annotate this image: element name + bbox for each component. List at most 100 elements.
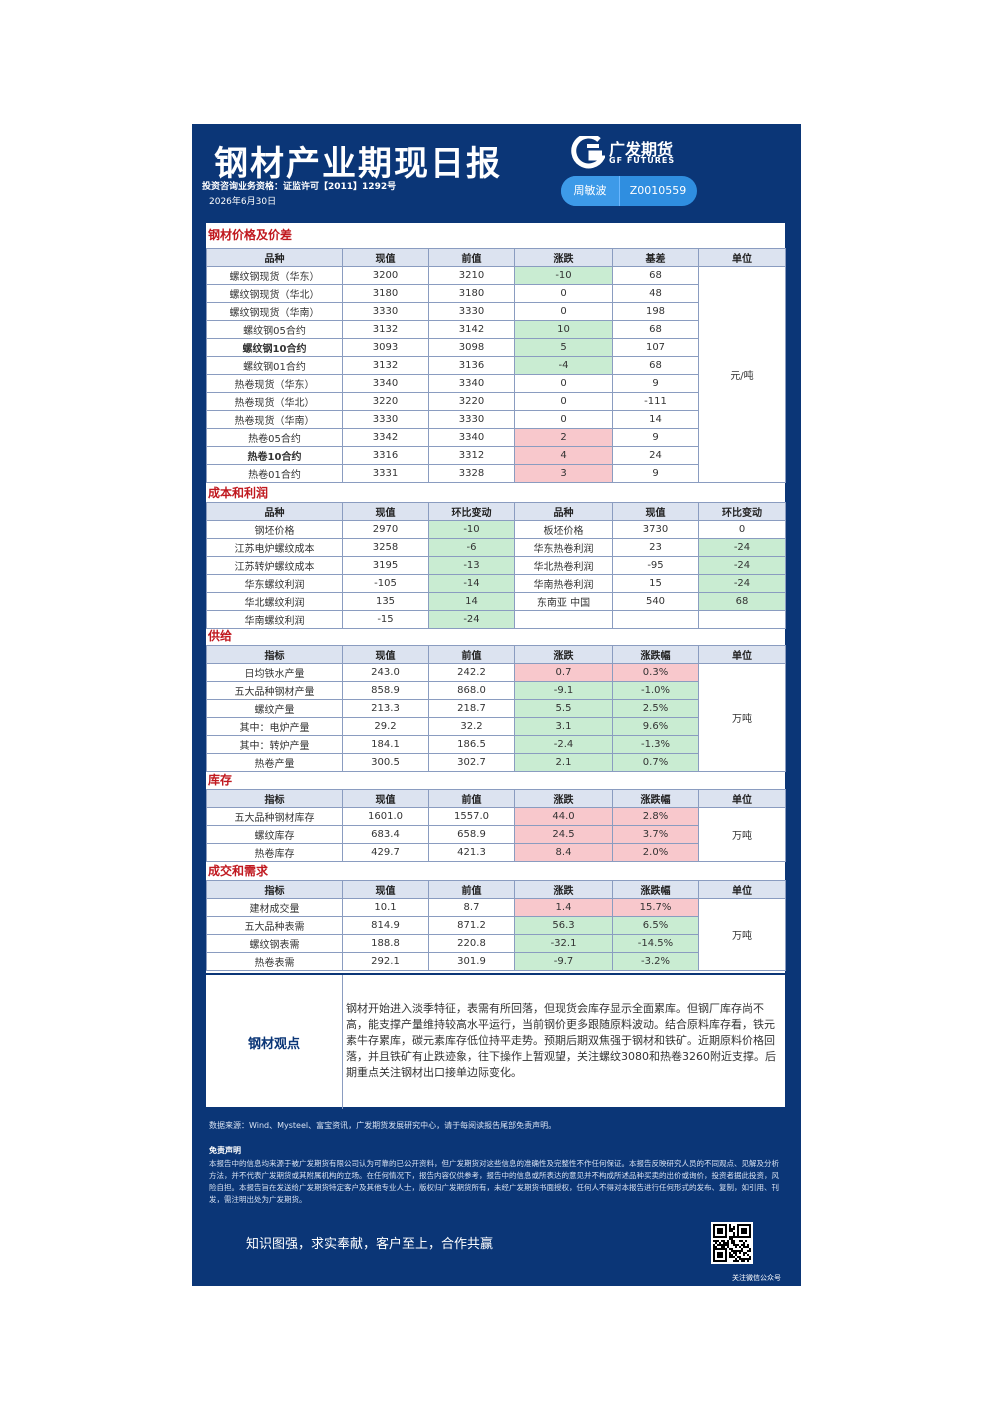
table-row: 螺纹钢05合约 3132 3142 10 68	[206, 320, 786, 339]
row-label: 热卷10合约	[206, 446, 343, 465]
previous-value: 871.2	[428, 916, 515, 935]
basis-value: 24	[612, 446, 699, 465]
basis-value: 68	[612, 266, 699, 285]
unit-label: 元/吨	[698, 266, 786, 483]
previous-value: 658.9	[428, 825, 515, 844]
current-value: 15	[612, 574, 699, 593]
slogan: 知识图强，求实奉献，客户至上，合作共赢	[246, 1237, 494, 1252]
current-value: 3258	[342, 538, 429, 557]
change-pct: -3.2%	[612, 952, 699, 971]
table-row: 螺纹钢现货（华东） 3200 3210 -10 68 元/吨	[206, 266, 786, 483]
previous-value: 301.9	[428, 952, 515, 971]
section-title-price: 钢材价格及价差	[208, 228, 293, 242]
change-value: -9.7	[514, 952, 613, 971]
column-header: 环比变动	[428, 502, 515, 521]
report-date: 2026年6月30日	[209, 197, 277, 207]
change-value: 56.3	[514, 916, 613, 935]
table-row: 五大品种钢材库存 1601.0 1557.0 44.0 2.8% 万吨	[206, 807, 786, 862]
previous-value: 3312	[428, 446, 515, 465]
change-value: 0	[514, 374, 613, 393]
change-value: 3.1	[514, 717, 613, 736]
inventory-table: 指标 现值 前值 涨跌 涨跌幅 单位 五大品种钢材库存 1601.0 1557.0 44.0 2.…	[206, 789, 786, 862]
logo-cn-text: 广发期货	[609, 140, 674, 159]
brand-logo: 广发期货 GF FUTURES	[569, 134, 684, 174]
previous-value: 302.7	[428, 753, 515, 772]
column-header: 指标	[206, 645, 343, 664]
change-value: -24	[698, 538, 786, 557]
current-value: 292.1	[342, 952, 429, 971]
change-value: -24	[698, 574, 786, 593]
supply-table: 指标 现值 前值 涨跌 涨跌幅 单位 日均铁水产量 243.0 242.2 0.7 0.3% 万吨五…	[206, 645, 786, 772]
change-value: 0	[698, 520, 786, 539]
current-value: 3342	[342, 428, 429, 447]
current-value: 3180	[342, 284, 429, 303]
change-value: 0	[514, 392, 613, 411]
column-header: 涨跌幅	[612, 645, 699, 664]
change-value: -4	[514, 356, 613, 375]
current-value: 3132	[342, 320, 429, 339]
current-value: 29.2	[342, 717, 429, 736]
qr-caption: 关注微信公众号	[732, 1274, 781, 1282]
change-value: 3	[514, 464, 613, 483]
change-pct: -1.0%	[612, 681, 699, 700]
current-value: -15	[342, 610, 429, 629]
change-value: 10	[514, 320, 613, 339]
change-value: -32.1	[514, 934, 613, 953]
change-value: 5.5	[514, 699, 613, 718]
change-value: 44.0	[514, 807, 613, 826]
row-label: 热卷现货（华东）	[206, 374, 343, 393]
row-label: 螺纹产量	[206, 699, 343, 718]
basis-value: 68	[612, 356, 699, 375]
current-value: 2970	[342, 520, 429, 539]
column-header: 现值	[342, 645, 429, 664]
current-value: 3200	[342, 266, 429, 285]
row-label	[514, 610, 613, 629]
previous-value: 242.2	[428, 663, 515, 682]
row-label: 华南热卷利润	[514, 574, 613, 593]
price-table: 品种 现值 前值 涨跌 基差 单位 螺纹钢现货（华东） 3200 3210 -10 68 元/吨 螺纹…	[206, 248, 786, 483]
column-header: 指标	[206, 789, 343, 808]
section-title-inventory: 库存	[208, 773, 233, 787]
column-header: 涨跌幅	[612, 789, 699, 808]
column-header: 涨跌	[514, 880, 613, 899]
current-value: 188.8	[342, 934, 429, 953]
change-value: -6	[428, 538, 515, 557]
table-row: 热卷库存 429.7 421.3 8.4 2.0%	[206, 843, 786, 862]
table-row: 螺纹钢表需 188.8 220.8 -32.1 -14.5%	[206, 934, 786, 953]
row-label: 螺纹钢现货（华北）	[206, 284, 343, 303]
change-value: 14	[428, 592, 515, 611]
change-value: 0	[514, 284, 613, 303]
current-value: 3340	[342, 374, 429, 393]
table-row: 螺纹钢现货（华南） 3330 3330 0 198	[206, 302, 786, 321]
column-header: 单位	[698, 248, 786, 267]
row-label: 热卷库存	[206, 843, 343, 862]
change-pct: 15.7%	[612, 898, 699, 917]
change-pct: -14.5%	[612, 934, 699, 953]
table-row: 热卷表需 292.1 301.9 -9.7 -3.2%	[206, 952, 786, 971]
previous-value: 218.7	[428, 699, 515, 718]
table-row: 江苏转炉螺纹成本 3195 -13 华北热卷利润 -95 -24	[206, 556, 786, 575]
change-value: 0	[514, 410, 613, 429]
row-label: 其中：转炉产量	[206, 735, 343, 754]
disclaimer-text: 本报告中的信息均来源于被广发期货有限公司认为可靠的已公开资料，但广发期货对这些信…	[209, 1159, 779, 1204]
change-value: 0	[514, 302, 613, 321]
previous-value: 186.5	[428, 735, 515, 754]
row-label: 热卷05合约	[206, 428, 343, 447]
row-label: 江苏转炉螺纹成本	[206, 556, 343, 575]
current-value: 3316	[342, 446, 429, 465]
change-value: 1.4	[514, 898, 613, 917]
license-text: 投资咨询业务资格：证监许可【2011】1292号	[202, 182, 397, 192]
current-value: 3730	[612, 520, 699, 539]
view-box: 钢材观点 钢材开始进入淡季特征，表需有所回落，但现货会库存显示全面累库。但钢厂库…	[206, 973, 785, 1109]
table-row: 华北螺纹利润 135 14 东南亚 中国 540 68	[206, 592, 786, 611]
previous-value: 3136	[428, 356, 515, 375]
row-label: 螺纹钢现货（华南）	[206, 302, 343, 321]
change-pct: 0.3%	[612, 663, 699, 682]
table-row: 螺纹钢10合约 3093 3098 5 107	[206, 338, 786, 357]
table-row: 热卷05合约 3342 3340 2 9	[206, 428, 786, 447]
column-header: 前值	[428, 248, 515, 267]
basis-value: 14	[612, 410, 699, 429]
column-header: 涨跌	[514, 789, 613, 808]
analyst-id: Z0010559	[629, 184, 687, 197]
table-row: 华南螺纹利润 -15 -24	[206, 610, 786, 629]
